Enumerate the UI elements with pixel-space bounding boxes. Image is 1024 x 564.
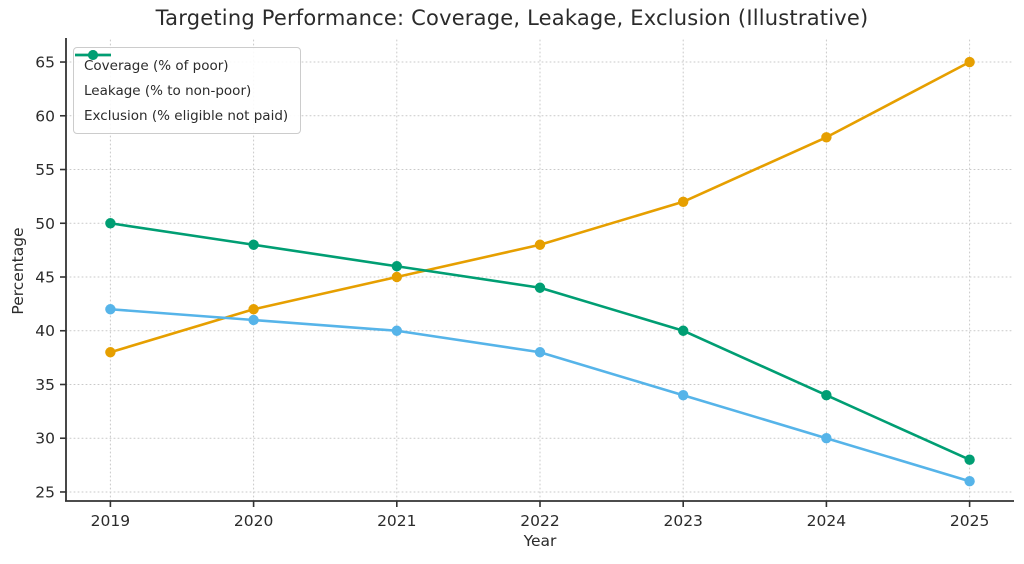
legend-entry-coverage: Coverage (% of poor)	[75, 50, 288, 76]
data-point-coverage-2020	[248, 304, 259, 315]
data-point-coverage-2022	[534, 239, 546, 250]
data-point-leakage-2022	[534, 347, 546, 358]
legend-entry-leakage: Leakage (% to non-poor)	[75, 50, 288, 101]
data-point-leakage-2019	[105, 304, 116, 315]
y-tick-label: 50	[35, 215, 55, 233]
data-point-exclusion-2025	[964, 454, 975, 465]
legend-entry-exclusion: Exclusion (% eligible not paid)	[75, 50, 289, 126]
data-point-leakage-2021	[391, 325, 402, 336]
chart-title: Targeting Performance: Coverage, Leakage…	[155, 6, 869, 30]
series-coverage	[105, 56, 975, 358]
x-tick-label: 2019	[91, 512, 130, 530]
legend-label-leakage: Leakage (% to non-poor)	[84, 82, 252, 99]
data-point-leakage-2025	[964, 476, 975, 487]
data-point-coverage-2024	[821, 132, 832, 143]
data-point-leakage-2024	[821, 433, 832, 444]
data-point-coverage-2019	[105, 347, 116, 358]
data-point-coverage-2025	[964, 56, 975, 68]
y-tick-label: 35	[35, 376, 55, 394]
series-leakage	[105, 304, 975, 487]
y-tick-label: 30	[35, 430, 55, 448]
data-point-exclusion-2024	[821, 390, 832, 401]
legend-swatch-exclusion	[75, 50, 111, 60]
x-tick-label: 2020	[234, 512, 273, 530]
data-point-exclusion-2022	[534, 282, 546, 293]
y-tick-label: 45	[35, 269, 55, 287]
data-point-exclusion-2020	[248, 239, 259, 250]
x-axis-label: Year	[523, 532, 557, 550]
x-tick-label: 2021	[377, 512, 416, 530]
data-point-exclusion-2021	[391, 261, 402, 272]
data-point-leakage-2023	[678, 390, 689, 401]
x-tick-label: 2023	[663, 512, 702, 530]
series-line-leakage	[109, 307, 971, 483]
x-tick-label: 2025	[950, 512, 989, 530]
tick-marks	[60, 61, 971, 507]
y-tick-label: 60	[35, 107, 55, 125]
y-tick-label: 25	[35, 483, 55, 501]
y-axis-label: Percentage	[9, 227, 27, 315]
tick-labels: 25 30 35 40 45 50 55 60 65 2019 2020 2021 2022 2023 20…	[35, 54, 989, 530]
legend-label-exclusion: Exclusion (% eligible not paid)	[84, 107, 289, 124]
x-tick-label: 2024	[807, 512, 846, 530]
y-tick-label: 65	[35, 54, 55, 72]
data-point-leakage-2020	[248, 314, 259, 326]
data-point-coverage-2023	[678, 196, 689, 207]
x-tick-label: 2022	[520, 512, 559, 530]
y-tick-label: 40	[35, 322, 55, 340]
data-point-exclusion-2023	[678, 325, 689, 336]
legend: Coverage (% of poor) Leakage (% to non-po…	[73, 47, 302, 134]
data-point-coverage-2021	[391, 271, 402, 283]
y-tick-label: 55	[35, 161, 55, 179]
data-point-exclusion-2019	[105, 218, 116, 229]
legend-label-coverage: Coverage (% of poor)	[84, 57, 229, 74]
series-exclusion	[105, 218, 975, 465]
